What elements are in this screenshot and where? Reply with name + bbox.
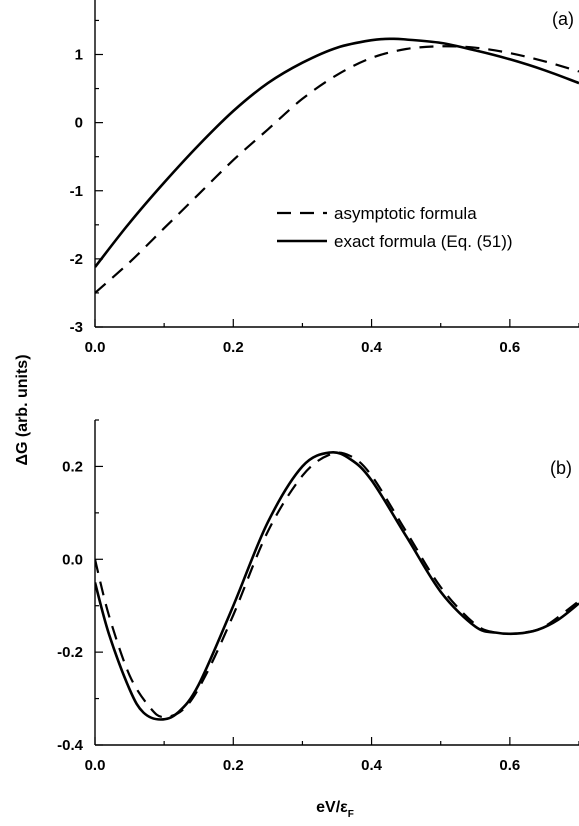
y-tick-label: 0 (75, 115, 83, 132)
y-tick-label: 0.2 (62, 458, 83, 475)
y-tick-label: -1 (70, 183, 83, 200)
x-tick-label: 0.2 (223, 339, 244, 356)
asymptotic-curve (95, 451, 579, 719)
x-axis-title-main: eV/ε (316, 799, 348, 816)
panel-label: (b) (550, 458, 572, 478)
legend-entry: asymptotic formula (334, 204, 477, 223)
y-tick-label: 0.0 (62, 551, 83, 568)
exact-curve (95, 37, 579, 268)
y-tick-label: -0.2 (57, 644, 83, 661)
exact-curve (95, 450, 579, 721)
x-tick-label: 0.4 (361, 339, 383, 356)
legend: asymptotic formula exact formula (Eq. (51… (277, 204, 513, 251)
panel-label: (a) (552, 9, 574, 29)
asymptotic-curve (95, 45, 579, 294)
legend-entry: exact formula (Eq. (51)) (334, 232, 513, 251)
x-axis-title: eV/εF (316, 799, 354, 820)
x-tick-label: 0.2 (223, 757, 244, 774)
x-tick-label: 0.6 (499, 339, 520, 356)
x-tick-label: 0.0 (85, 339, 106, 356)
y-tick-label: -2 (70, 251, 83, 268)
x-tick-label: 0.4 (361, 757, 383, 774)
panel-a: 0.0 0.2 0.4 0.6 -3 -2 -1 0 1 (a) asymptotic formul… (70, 0, 579, 356)
y-tick-label: 1 (75, 47, 83, 64)
x-axis-title-subscript: F (348, 809, 354, 820)
y-axis-title: ΔG (arb. units) (14, 354, 31, 465)
x-tick-label: 0.6 (499, 757, 520, 774)
y-tick-label: -0.4 (57, 737, 84, 754)
x-tick-label: 0.0 (85, 757, 106, 774)
panel-b: 0.0 0.2 0.4 0.6 -0.4 -0.2 0.0 0.2 (b) (57, 419, 579, 774)
y-tick-label: -3 (70, 319, 83, 336)
